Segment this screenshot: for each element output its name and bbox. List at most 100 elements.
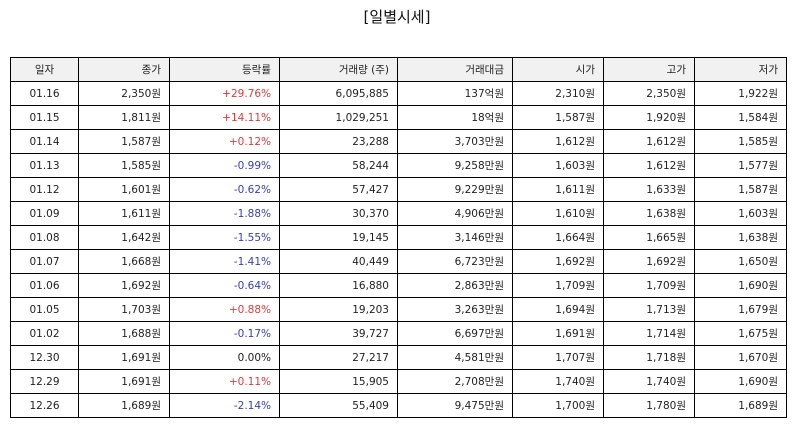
cell-volume: 39,727: [279, 321, 398, 346]
cell-volume: 23,288: [279, 129, 398, 154]
cell-volume: 16,880: [279, 273, 398, 298]
cell-volume: 1,029,251: [279, 105, 398, 130]
column-header-date: 일자: [10, 57, 79, 82]
cell-high: 1,740원: [603, 369, 695, 394]
cell-open: 1,587원: [512, 105, 604, 130]
cell-low: 1,603원: [694, 201, 787, 226]
cell-amount: 3,146만원: [397, 225, 513, 250]
cell-close: 1,811원: [78, 105, 170, 130]
cell-high: 1,638원: [603, 201, 695, 226]
daily-price-table: 일자 종가 등락률 거래량 (주) 거래대금 시가 고가 저가 01.16 2,3…: [10, 57, 787, 418]
cell-volume: 58,244: [279, 153, 398, 178]
cell-change: -1.41%: [169, 249, 280, 274]
cell-low: 1,650원: [694, 249, 787, 274]
cell-close: 1,601원: [78, 177, 170, 202]
cell-date: 01.06: [10, 273, 79, 298]
cell-date: 01.09: [10, 201, 79, 226]
cell-date: 01.07: [10, 249, 79, 274]
table-row: 12.29 1,691원 +0.11% 15,905 2,708만원 1,740원 1,74…: [10, 369, 787, 394]
cell-amount: 18억원: [397, 105, 513, 130]
column-header-change: 등락률: [169, 57, 280, 82]
cell-volume: 55,409: [279, 393, 398, 418]
table-row: 01.13 1,585원 -0.99% 58,244 9,258만원 1,603원 1,61…: [10, 153, 787, 178]
cell-amount: 6,697만원: [397, 321, 513, 346]
cell-high: 1,612원: [603, 153, 695, 178]
cell-open: 1,709원: [512, 273, 604, 298]
cell-close: 1,691원: [78, 369, 170, 394]
cell-date: 01.13: [10, 153, 79, 178]
cell-change: -0.64%: [169, 273, 280, 298]
cell-low: 1,675원: [694, 321, 787, 346]
cell-high: 1,713원: [603, 297, 695, 322]
cell-high: 1,665원: [603, 225, 695, 250]
cell-change: -1.55%: [169, 225, 280, 250]
table-row: 01.02 1,688원 -0.17% 39,727 6,697만원 1,691원 1,71…: [10, 321, 787, 346]
cell-change: -0.17%: [169, 321, 280, 346]
header-row: 일자 종가 등락률 거래량 (주) 거래대금 시가 고가 저가: [10, 57, 787, 82]
cell-volume: 6,095,885: [279, 81, 398, 106]
cell-amount: 2,708만원: [397, 369, 513, 394]
cell-date: 01.12: [10, 177, 79, 202]
cell-open: 1,694원: [512, 297, 604, 322]
cell-change: -1.88%: [169, 201, 280, 226]
cell-low: 1,679원: [694, 297, 787, 322]
cell-close: 1,587원: [78, 129, 170, 154]
table-body: 01.16 2,350원 +29.76% 6,095,885 137억원 2,310원 2,…: [10, 81, 787, 418]
table-row: 01.14 1,587원 +0.12% 23,288 3,703만원 1,612원 1,61…: [10, 129, 787, 154]
table-row: 01.09 1,611원 -1.88% 30,370 4,906만원 1,610원 1,63…: [10, 201, 787, 226]
cell-date: 01.08: [10, 225, 79, 250]
column-header-open: 시가: [512, 57, 604, 82]
cell-change: -0.62%: [169, 177, 280, 202]
cell-amount: 3,263만원: [397, 297, 513, 322]
table-row: 01.15 1,811원 +14.11% 1,029,251 18억원 1,587원 1,9…: [10, 105, 787, 130]
cell-high: 1,718원: [603, 345, 695, 370]
cell-high: 1,709원: [603, 273, 695, 298]
cell-amount: 2,863만원: [397, 273, 513, 298]
cell-change: +0.12%: [169, 129, 280, 154]
cell-date: 01.05: [10, 297, 79, 322]
cell-close: 1,703원: [78, 297, 170, 322]
cell-amount: 4,906만원: [397, 201, 513, 226]
cell-low: 1,584원: [694, 105, 787, 130]
cell-amount: 6,723만원: [397, 249, 513, 274]
cell-open: 1,692원: [512, 249, 604, 274]
cell-change: 0.00%: [169, 345, 280, 370]
cell-amount: 9,229만원: [397, 177, 513, 202]
cell-change: +14.11%: [169, 105, 280, 130]
cell-close: 1,668원: [78, 249, 170, 274]
cell-low: 1,690원: [694, 273, 787, 298]
cell-low: 1,587원: [694, 177, 787, 202]
cell-change: +0.11%: [169, 369, 280, 394]
cell-amount: 3,703만원: [397, 129, 513, 154]
cell-open: 2,310원: [512, 81, 604, 106]
table-row: 01.06 1,692원 -0.64% 16,880 2,863만원 1,709원 1,70…: [10, 273, 787, 298]
cell-high: 1,920원: [603, 105, 695, 130]
table-row: 12.26 1,689원 -2.14% 55,409 9,475만원 1,700원 1,78…: [10, 393, 787, 418]
cell-change: +29.76%: [169, 81, 280, 106]
cell-date: 12.26: [10, 393, 79, 418]
cell-amount: 9,258만원: [397, 153, 513, 178]
cell-high: 1,714원: [603, 321, 695, 346]
cell-open: 1,700원: [512, 393, 604, 418]
cell-date: 12.30: [10, 345, 79, 370]
cell-open: 1,664원: [512, 225, 604, 250]
column-header-amount: 거래대금: [397, 57, 513, 82]
cell-volume: 57,427: [279, 177, 398, 202]
cell-volume: 19,145: [279, 225, 398, 250]
cell-low: 1,585원: [694, 129, 787, 154]
cell-close: 1,585원: [78, 153, 170, 178]
table-row: 01.12 1,601원 -0.62% 57,427 9,229만원 1,611원 1,63…: [10, 177, 787, 202]
cell-date: 01.14: [10, 129, 79, 154]
column-header-low: 저가: [694, 57, 787, 82]
cell-date: 12.29: [10, 369, 79, 394]
cell-open: 1,707원: [512, 345, 604, 370]
cell-close: 1,689원: [78, 393, 170, 418]
table-row: 01.05 1,703원 +0.88% 19,203 3,263만원 1,694원 1,71…: [10, 297, 787, 322]
cell-volume: 19,203: [279, 297, 398, 322]
cell-amount: 137억원: [397, 81, 513, 106]
cell-date: 01.02: [10, 321, 79, 346]
cell-close: 1,691원: [78, 345, 170, 370]
cell-change: +0.88%: [169, 297, 280, 322]
cell-date: 01.16: [10, 81, 79, 106]
cell-volume: 30,370: [279, 201, 398, 226]
